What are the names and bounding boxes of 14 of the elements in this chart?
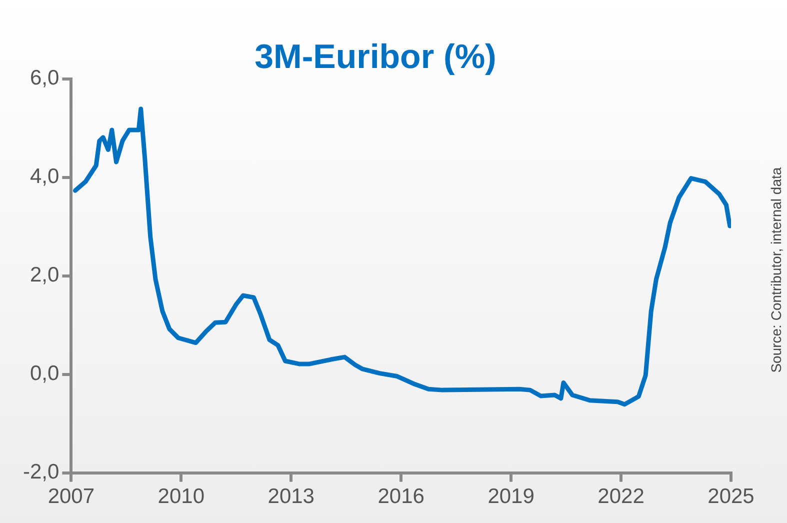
y-tick-label: 0,0 [30, 362, 60, 386]
y-tick-label: 6,0 [30, 66, 60, 90]
x-tick-label: 2022 [598, 485, 644, 508]
x-tick-label: 2016 [378, 485, 424, 508]
x-tick-label: 2010 [158, 485, 205, 508]
x-tick-label: 2019 [488, 485, 534, 508]
source-note: Source: Contributor, internal data [768, 167, 784, 373]
x-tick-label: 2025 [708, 485, 754, 508]
x-tick-label: 2007 [48, 485, 95, 508]
y-tick-label: -2,0 [23, 460, 60, 484]
y-tick-label: 2,0 [30, 264, 60, 287]
chart-title: 3M-Euribor (%) [254, 38, 496, 76]
y-tick-label: 4,0 [30, 165, 60, 188]
x-tick-label: 2013 [268, 485, 314, 508]
